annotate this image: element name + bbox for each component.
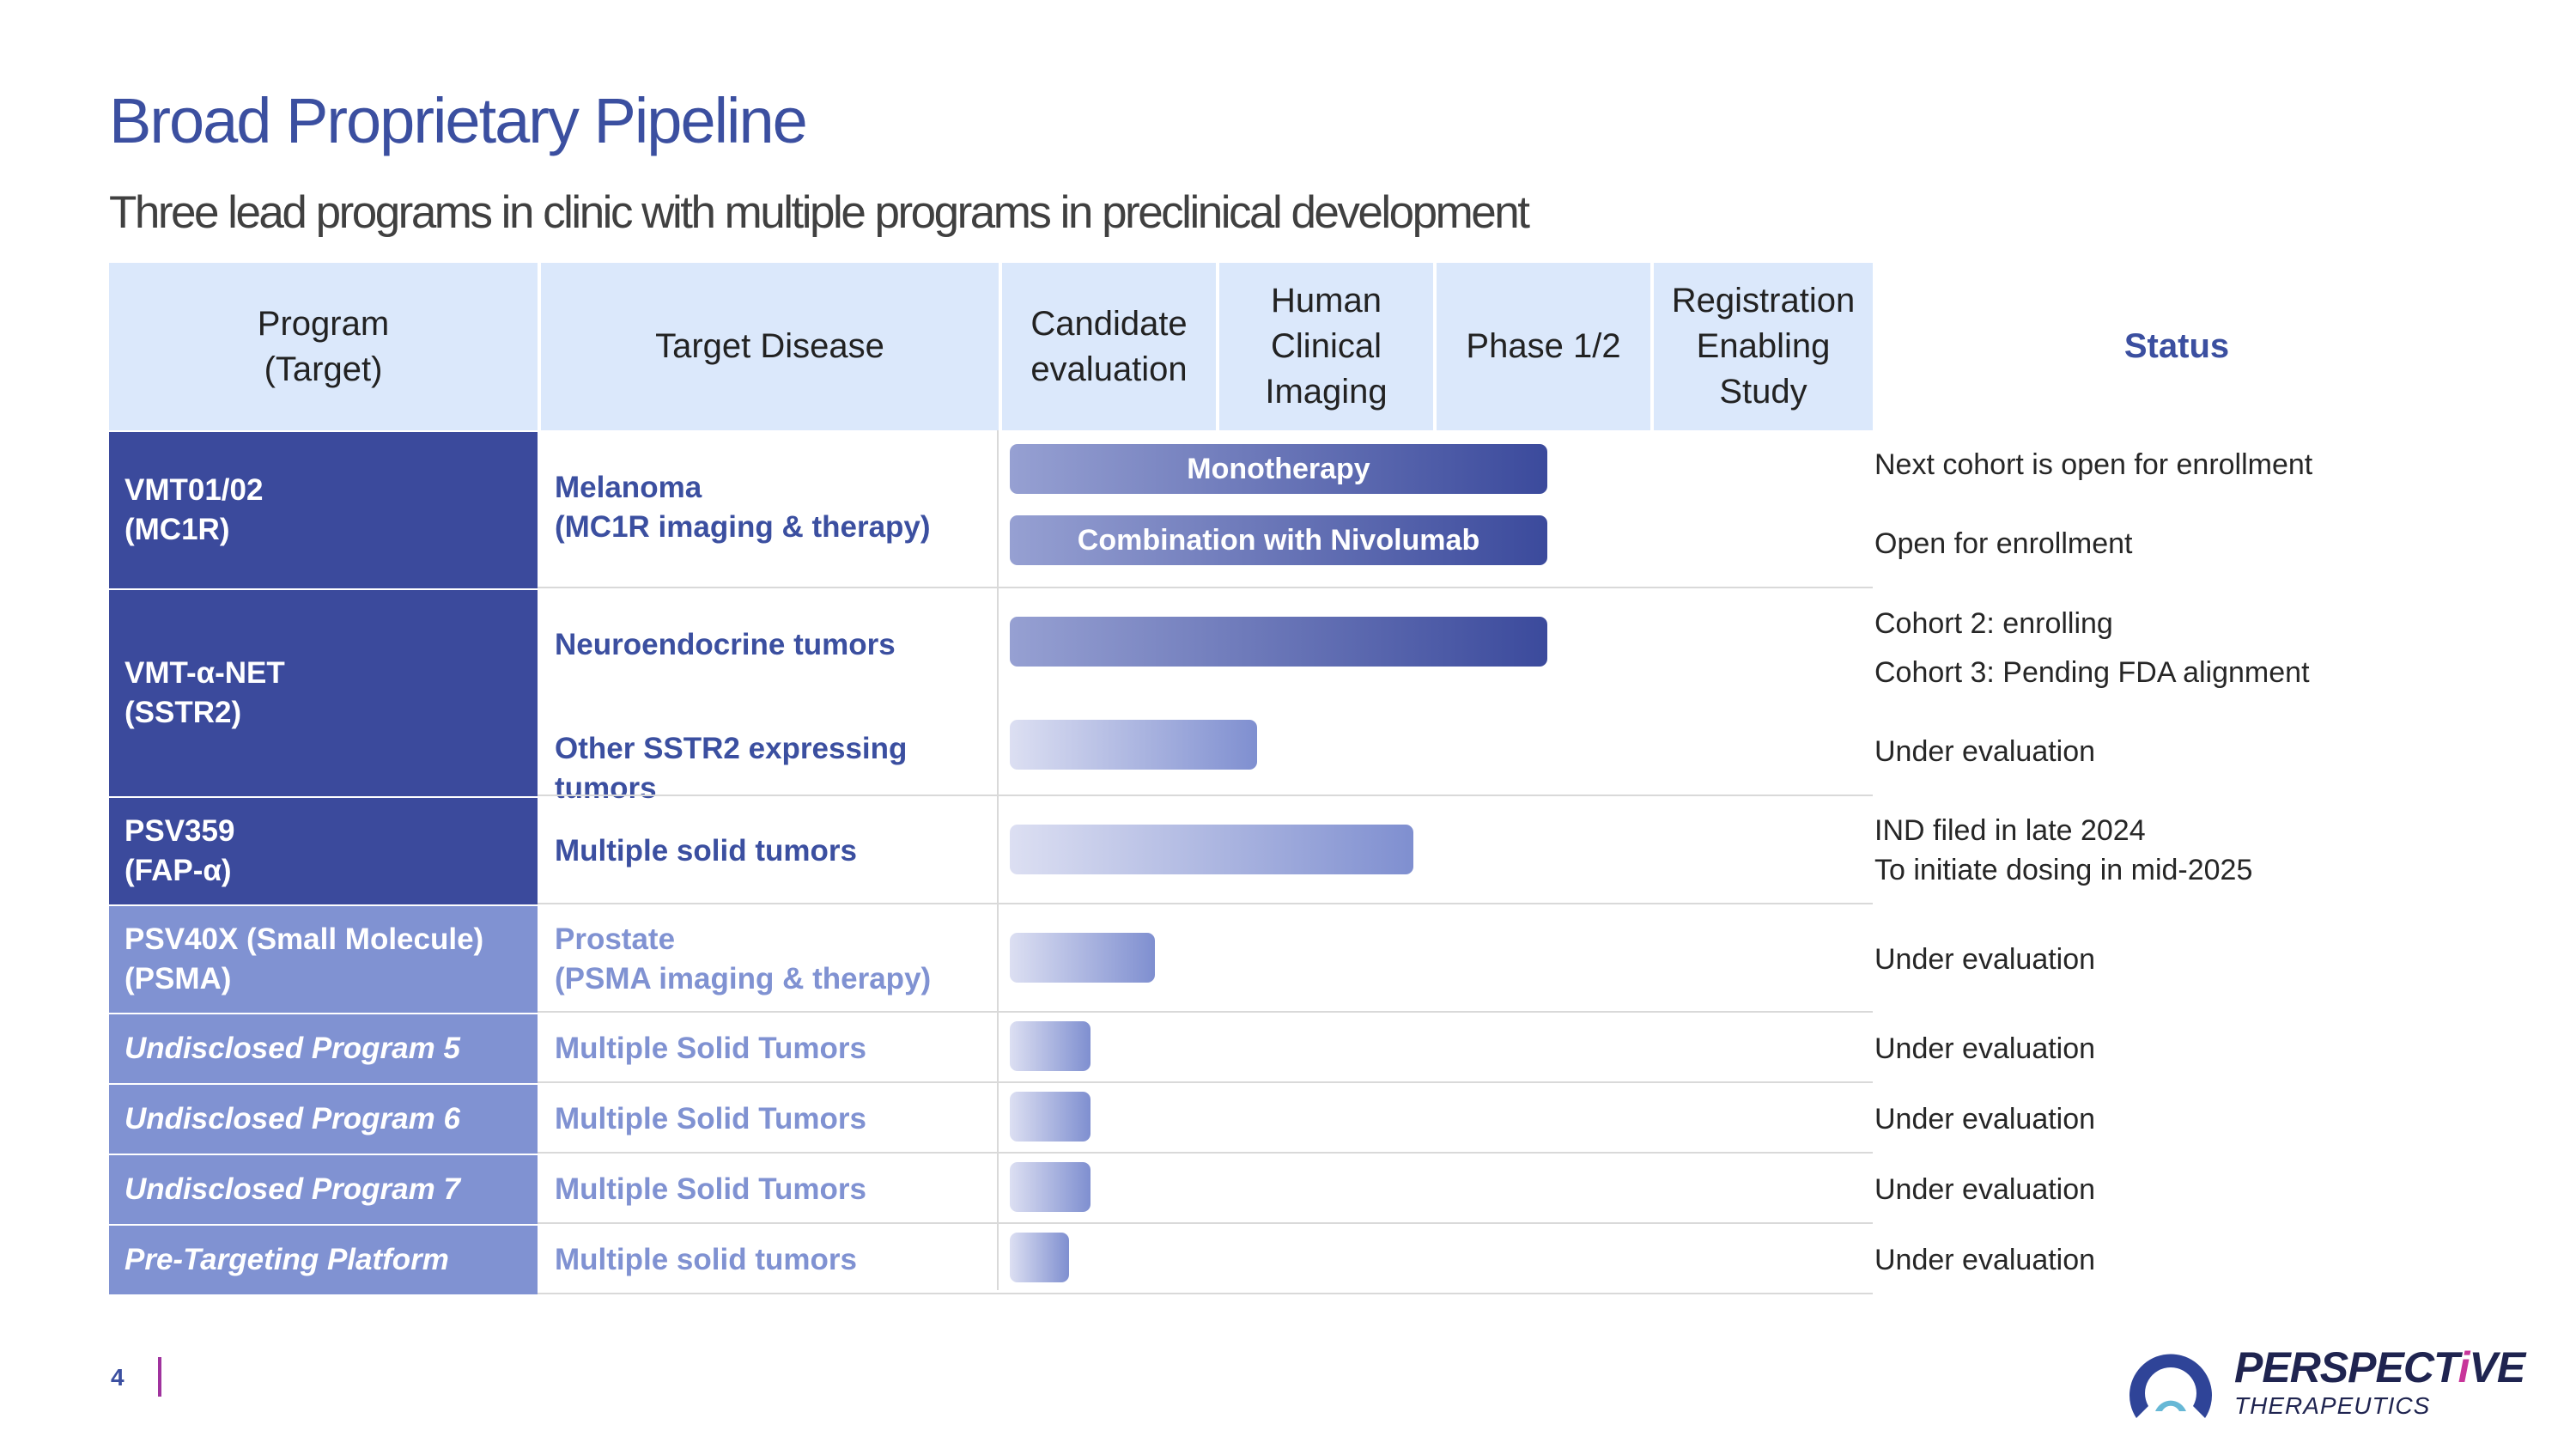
progress-bar-neuroendocrine [1010,617,1547,667]
program-name: Undisclosed Program 6 [109,1085,538,1154]
status-text: Under evaluation [1874,1244,2096,1276]
page-title: Broad Proprietary Pipeline [109,85,808,156]
row-divider [538,587,1873,588]
status-text: Under evaluation [1874,1032,2096,1065]
pipeline-row-vmt01-02: VMT01/02 (MC1R) Melanoma (MC1R imaging &… [109,432,1873,588]
column-divider [997,430,999,1290]
header-program: Program (Target) [109,263,538,430]
pipeline-row-undisclosed-7: Undisclosed Program 7 Multiple Solid Tum… [109,1155,1873,1224]
program-name: Undisclosed Program 7 [109,1155,538,1224]
header-status: Status [2123,327,2230,365]
row-divider [538,903,1873,904]
status-text: Under evaluation [1874,1173,2096,1206]
status-text: Under evaluation [1874,943,2096,976]
target-disease: Prostate (PSMA imaging & therapy) [555,922,932,995]
row-divider [538,1222,1873,1224]
status-text: To initiate dosing in mid-2025 [1874,854,2253,886]
status-text: Cohort 2: enrolling [1874,607,2113,640]
row-divider [538,795,1873,796]
status-text: Next cohort is open for enrollment [1874,448,2313,481]
program-name: Pre-Targeting Platform [109,1226,538,1294]
logo-subtitle: THERAPEUTICS [2234,1392,2431,1419]
progress-bar-psv40x [1010,933,1155,983]
header-target-disease: Target Disease [541,263,999,430]
progress-bar-sstr2-tumors [1010,720,1257,770]
status-text: Open for enrollment [1874,527,2133,560]
target-disease: Multiple Solid Tumors [555,1032,866,1065]
footer-divider [158,1357,161,1397]
row-divider [538,1293,1873,1294]
header-registration-enabling-study: Registration Enabling Study [1654,263,1873,430]
target-disease-sstr2: Other SSTR2 expressing tumors [555,732,908,805]
status-text: Under evaluation [1874,1103,2096,1135]
progress-bar-monotherapy: Monotherapy [1010,444,1547,494]
target-disease: Multiple solid tumors [555,1243,857,1276]
progress-bar-undisclosed-6 [1010,1092,1091,1142]
row-divider [538,1081,1873,1083]
target-disease: Multiple solid tumors [555,834,857,868]
progress-bar-combination-nivolumab: Combination with Nivolumab [1010,515,1547,565]
pipeline-row-psv359: PSV359 (FAP-α) Multiple solid tumors [109,798,1873,904]
program-name: PSV359 (FAP-α) [109,798,538,904]
pipeline-row-undisclosed-5: Undisclosed Program 5 Multiple Solid Tum… [109,1014,1873,1083]
progress-bar-psv359 [1010,825,1413,874]
status-text: IND filed in late 2024 [1874,814,2146,847]
pipeline-row-vmt-alpha-net: VMT-α-NET (SSTR2) Neuroendocrine tumors … [109,590,1873,805]
target-disease: Neuroendocrine tumors Other SSTR2 expres… [555,590,993,805]
page-subtitle: Three lead programs in clinic with multi… [109,187,1530,238]
target-disease: Multiple Solid Tumors [555,1102,866,1135]
logo-name: PERSPECTiVE [2234,1343,2525,1391]
status-text: Under evaluation [1874,735,2096,768]
program-name: Undisclosed Program 5 [109,1014,538,1083]
company-logo: PERSPECTiVE THERAPEUTICS [2124,1336,2525,1428]
pipeline-row-undisclosed-6: Undisclosed Program 6 Multiple Solid Tum… [109,1085,1873,1154]
pipeline-row-pre-targeting: Pre-Targeting Platform Multiple solid tu… [109,1226,1873,1294]
target-disease: Melanoma (MC1R imaging & therapy) [555,471,931,544]
header-phase-1-2: Phase 1/2 [1437,263,1650,430]
program-name: VMT01/02 (MC1R) [109,432,538,588]
header-human-clinical-imaging: Human Clinical Imaging [1219,263,1433,430]
status-text: Cohort 3: Pending FDA alignment [1874,656,2310,689]
header-candidate-evaluation: Candidate evaluation [1002,263,1216,430]
program-name: VMT-α-NET (SSTR2) [109,590,538,796]
page-number: 4 [111,1364,125,1391]
row-divider [538,1011,1873,1013]
logo-mark-icon [2129,1354,2212,1418]
progress-bar-undisclosed-7 [1010,1162,1091,1212]
progress-bar-pre-targeting [1010,1233,1069,1282]
row-divider [538,1152,1873,1154]
progress-bar-undisclosed-5 [1010,1021,1091,1071]
target-disease: Multiple Solid Tumors [555,1172,866,1206]
program-name: PSV40X (Small Molecule) (PSMA) [109,906,538,1013]
pipeline-row-psv40x: PSV40X (Small Molecule) (PSMA) Prostate … [109,906,1873,1013]
target-disease-neuroendocrine: Neuroendocrine tumors [555,628,896,661]
